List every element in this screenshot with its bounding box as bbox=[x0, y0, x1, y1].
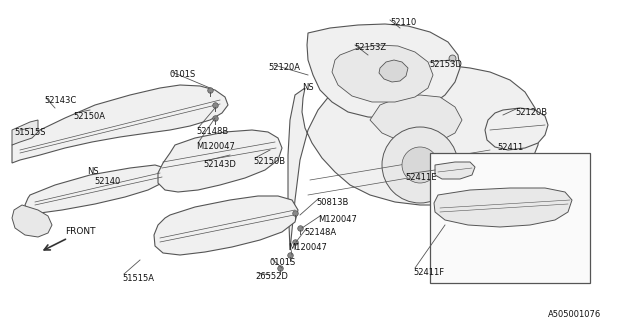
Text: 52120A: 52120A bbox=[268, 63, 300, 72]
Polygon shape bbox=[154, 196, 298, 255]
Text: 0101S: 0101S bbox=[270, 258, 296, 267]
Polygon shape bbox=[307, 24, 460, 118]
Text: 52411E: 52411E bbox=[405, 173, 436, 182]
Text: 52110: 52110 bbox=[390, 18, 416, 27]
Text: M120047: M120047 bbox=[288, 243, 327, 252]
Text: 52411F: 52411F bbox=[413, 268, 444, 277]
Text: M120047: M120047 bbox=[196, 142, 235, 151]
Text: 52143C: 52143C bbox=[44, 96, 76, 105]
Text: 52120B: 52120B bbox=[515, 108, 547, 117]
Polygon shape bbox=[434, 188, 572, 227]
Text: FRONT: FRONT bbox=[65, 227, 95, 236]
Text: 52143D: 52143D bbox=[203, 160, 236, 169]
Text: 51515S: 51515S bbox=[14, 128, 45, 137]
Text: NS: NS bbox=[302, 83, 314, 92]
Circle shape bbox=[382, 127, 458, 203]
Text: 26552D: 26552D bbox=[255, 272, 288, 281]
Polygon shape bbox=[12, 85, 228, 163]
Polygon shape bbox=[25, 165, 168, 213]
Polygon shape bbox=[379, 60, 408, 82]
Circle shape bbox=[402, 147, 438, 183]
Text: 52148B: 52148B bbox=[196, 127, 228, 136]
Text: NS: NS bbox=[87, 167, 99, 176]
Text: 50813B: 50813B bbox=[316, 198, 348, 207]
Bar bbox=[430, 153, 590, 283]
Polygon shape bbox=[12, 205, 52, 237]
Text: 52411: 52411 bbox=[497, 143, 524, 152]
Text: 52148A: 52148A bbox=[304, 228, 336, 237]
Text: 52150B: 52150B bbox=[253, 157, 285, 166]
Polygon shape bbox=[485, 108, 548, 150]
Text: 51515A: 51515A bbox=[122, 274, 154, 283]
Polygon shape bbox=[332, 45, 433, 102]
Polygon shape bbox=[288, 65, 540, 250]
Text: M120047: M120047 bbox=[318, 215, 357, 224]
Text: A505001076: A505001076 bbox=[548, 310, 601, 319]
Text: 52150A: 52150A bbox=[73, 112, 105, 121]
Text: 52153D: 52153D bbox=[429, 60, 462, 69]
Polygon shape bbox=[158, 130, 282, 192]
Text: 52140: 52140 bbox=[94, 177, 120, 186]
Polygon shape bbox=[435, 162, 475, 179]
Polygon shape bbox=[370, 95, 462, 144]
Polygon shape bbox=[12, 120, 38, 145]
Text: 0101S: 0101S bbox=[170, 70, 196, 79]
Text: 52153Z: 52153Z bbox=[354, 43, 386, 52]
